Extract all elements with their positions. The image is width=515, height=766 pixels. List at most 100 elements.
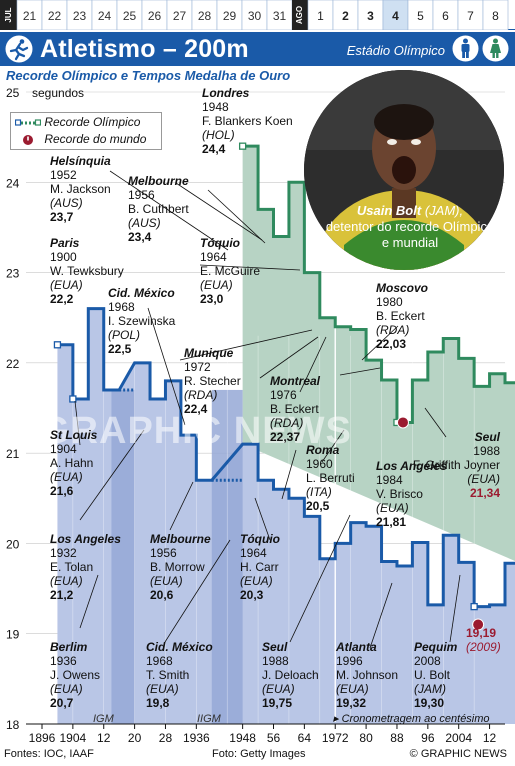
photo-athlete-country: (JAM), bbox=[424, 203, 464, 218]
footer-sources: Fontes: IOC, IAAF bbox=[4, 748, 94, 760]
olympic-record-marker bbox=[53, 341, 62, 349]
annotation-leader bbox=[164, 539, 231, 643]
date-day: 31 bbox=[273, 9, 287, 23]
annotation-helsinquia: Helsínquia 1952 M. Jackson (AUS) 23,7 bbox=[50, 154, 111, 224]
annotation-time: 21,81 bbox=[376, 515, 407, 529]
legend-world-record: Recorde do mundo bbox=[15, 132, 146, 148]
annotation-losangeles84: Los Angeles 1984 V. Brisco (EUA) 21,81 bbox=[376, 459, 447, 529]
annotation-city: Londres bbox=[202, 86, 250, 100]
annotation-munique: Munique 1972 R. Stecher (RDA) 22,4 bbox=[184, 346, 241, 416]
annotation-toquio64w: Tóquio 1964 E. McGuire (EUA) 23,0 bbox=[200, 236, 260, 306]
olympic-record-marker bbox=[470, 602, 478, 611]
annotation-time: 22,5 bbox=[108, 342, 132, 356]
annotation-year: 1932 bbox=[50, 546, 77, 560]
date-day: 5 bbox=[417, 9, 424, 23]
x-tick-label: 20 bbox=[128, 731, 142, 745]
no-games-band bbox=[111, 389, 135, 724]
y-tick-label: 22 bbox=[6, 357, 20, 371]
legend-olympic-record: Recorde Olímpico bbox=[14, 115, 140, 131]
x-tick-label: 1972 bbox=[322, 731, 349, 745]
annotation-country: (HOL) bbox=[202, 128, 235, 142]
annotation-leader bbox=[289, 514, 351, 643]
annotation-year: 1900 bbox=[50, 250, 77, 264]
x-tick-label: 12 bbox=[483, 731, 497, 745]
no-games-label-ww1: IGM bbox=[93, 713, 114, 725]
annotation-leader bbox=[199, 264, 301, 271]
annotation-londres: Londres 1948 F. Blankers Koen (HOL) 24,4 bbox=[202, 86, 293, 156]
annotation-year: 1988 bbox=[473, 444, 500, 458]
annotation-seul88w: Seul 1988 F. Griffith Joyner (EUA) 21,34 bbox=[404, 430, 500, 500]
annotation-country: (RDA) bbox=[184, 388, 218, 402]
annotation-melbourne56w: Melbourne 1956 B. Cuthbert (AUS) 23,4 bbox=[128, 174, 189, 244]
annotation-leader bbox=[449, 574, 461, 643]
date-day: 7 bbox=[467, 9, 474, 23]
y-tick-label: 23 bbox=[6, 267, 20, 281]
annotation-wr-year: (2009) bbox=[466, 640, 501, 654]
men-series-line bbox=[57, 307, 515, 609]
annotation-athlete: U. Bolt bbox=[414, 668, 451, 682]
annotation-leader bbox=[79, 574, 99, 629]
annotation-country: (RDA) bbox=[270, 416, 304, 430]
annotation-athlete: B. Eckert bbox=[376, 309, 425, 323]
annotation-athlete: B. Morrow bbox=[150, 560, 205, 574]
annotation-leader bbox=[321, 429, 345, 463]
date-cell bbox=[382, 0, 409, 30]
annotation-leader bbox=[74, 400, 81, 446]
footer-copyright: © GRAPHIC NEWS bbox=[409, 748, 507, 760]
annotation-atlanta: Atlanta 1996 M. Johnson (EUA) 19,32 bbox=[336, 640, 398, 710]
olympic-record-marker bbox=[238, 142, 247, 150]
annotation-time: 22,4 bbox=[184, 402, 208, 416]
annotation-year: 1956 bbox=[128, 188, 155, 202]
date-day: 28 bbox=[198, 9, 212, 23]
annotation-city: Berlim bbox=[50, 640, 88, 654]
header-bar: Atletismo – 200m Estádio Olímpico bbox=[0, 32, 515, 66]
world-record-marker bbox=[472, 618, 485, 631]
annotation-athlete: I. Szewinska bbox=[108, 314, 176, 328]
olympic-record-marker bbox=[69, 395, 77, 403]
annotation-leader bbox=[254, 497, 271, 541]
annotation-time: 24,4 bbox=[202, 142, 226, 156]
y-tick-label: 21 bbox=[6, 447, 20, 461]
date-cell bbox=[166, 0, 193, 30]
date-day: 3 bbox=[367, 9, 374, 23]
annotation-leader bbox=[207, 189, 266, 244]
annotation-moscovo: Moscovo 1980 B. Eckert (RDA) 22,03 bbox=[376, 281, 428, 351]
annotation-country: (AUS) bbox=[128, 216, 161, 230]
world-record-marker bbox=[396, 416, 409, 429]
x-tick-label: 28 bbox=[159, 731, 173, 745]
date-cell bbox=[332, 0, 359, 30]
date-cell bbox=[357, 0, 384, 30]
annotation-city: Tóquio bbox=[240, 532, 280, 546]
month-label-ago: AGO bbox=[295, 6, 304, 24]
chart-subtitle: Recorde Olímpico e Tempos Medalha de Our… bbox=[6, 68, 291, 83]
month-label-jul: JUL bbox=[4, 7, 13, 22]
date-day: 24 bbox=[98, 9, 112, 23]
month-tab-ago bbox=[292, 0, 308, 30]
annotation-time: 19,30 bbox=[414, 696, 445, 710]
date-cell bbox=[141, 0, 168, 30]
annotation-country: (POL) bbox=[108, 328, 141, 342]
annotation-athlete: B. Eckert bbox=[270, 402, 319, 416]
y-tick-label: 18 bbox=[6, 718, 20, 732]
annotation-country: (EUA) bbox=[262, 682, 295, 696]
date-cell bbox=[407, 0, 434, 30]
annotation-city: Paris bbox=[50, 236, 80, 250]
electronic-timing-label: ▸ Cronometragem ao centésimo bbox=[333, 713, 490, 725]
date-cell bbox=[482, 0, 509, 30]
date-cell bbox=[91, 0, 118, 30]
x-tick-label: 1896 bbox=[29, 731, 56, 745]
annotation-city: Munique bbox=[184, 346, 234, 360]
annotation-city: Roma bbox=[306, 443, 340, 457]
photo-caption-text: detentor do recorde Olímpico e mundial bbox=[325, 219, 495, 250]
annotation-year: 1996 bbox=[336, 654, 363, 668]
annotation-country: (JAM) bbox=[414, 682, 446, 696]
annotation-year: 1964 bbox=[200, 250, 227, 264]
annotation-leader bbox=[424, 407, 447, 438]
annotation-world-record-2009: 19,19 (2009) bbox=[466, 626, 501, 654]
annotation-country: (EUA) bbox=[50, 278, 83, 292]
annotation-berlim: Berlim 1936 J. Owens (EUA) 20,7 bbox=[50, 640, 100, 710]
photo-athlete-name: Usain Bolt bbox=[356, 203, 422, 218]
annotation-city: Atlanta bbox=[336, 640, 377, 654]
male-icon bbox=[452, 35, 479, 62]
annotation-city: Montreal bbox=[270, 374, 321, 388]
